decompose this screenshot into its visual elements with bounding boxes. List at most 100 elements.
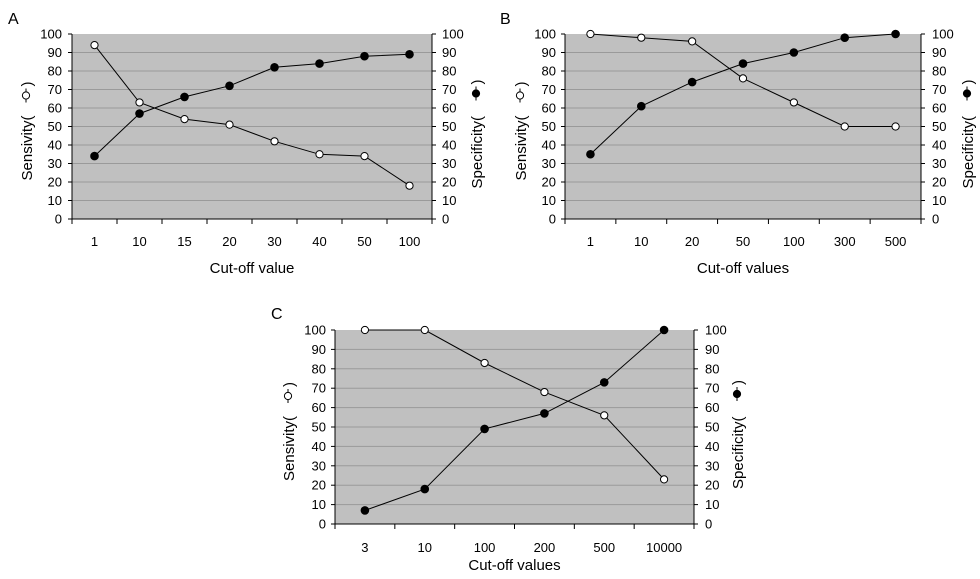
data-point-filled: [180, 92, 189, 102]
data-point-filled: [840, 33, 850, 43]
y-axis-label-right-group: Specificity(): [469, 80, 486, 189]
y-tick-label-right: 50: [442, 119, 456, 134]
y-tick-label-right: 0: [442, 212, 449, 227]
x-tick-label: 500: [593, 540, 615, 555]
y-axis-label-right: Specificity(: [469, 116, 486, 189]
y-tick-label-left: 30: [312, 458, 326, 473]
y-tick-label-right: 50: [932, 119, 946, 134]
y-axis-label-left: Sensivity(: [513, 115, 530, 180]
x-tick-label: 3: [361, 540, 368, 555]
legend-close-paren: ): [281, 382, 298, 387]
y-tick-label-right: 100: [705, 323, 727, 338]
y-tick-label-right: 0: [705, 517, 712, 532]
y-axis-label-right: Specificity(: [960, 116, 977, 189]
y-tick-label-left: 50: [312, 420, 326, 435]
data-point-open: [420, 325, 429, 335]
data-point-open: [360, 152, 369, 161]
y-tick-label-right: 60: [705, 400, 719, 415]
chart-panel-c: C 0 0 10 10 20 20 30 30 40 40 50 50 60 60 70 70 80 80 90 90 1…: [271, 306, 747, 574]
y-tick-label-left: 40: [542, 138, 556, 153]
x-tick-label: 50: [736, 234, 750, 249]
y-tick-label-left: 80: [542, 64, 556, 79]
y-tick-label-right: 40: [705, 439, 719, 454]
x-tick-label: 200: [534, 540, 556, 555]
y-tick-label-left: 20: [542, 175, 556, 190]
data-point-open: [688, 37, 697, 46]
y-tick-label-right: 60: [932, 101, 946, 116]
y-tick-label-left: 10: [312, 497, 326, 512]
legend-open-marker: [21, 91, 31, 100]
legend-open-marker: [515, 91, 525, 100]
y-tick-label-right: 70: [932, 82, 946, 97]
y-axis-label-left-group: Sensivity(): [281, 382, 298, 481]
data-point-open: [480, 358, 489, 368]
data-point-open: [135, 98, 144, 107]
y-tick-label-right: 40: [932, 138, 946, 153]
data-point-filled: [480, 424, 489, 434]
data-point-open: [637, 33, 646, 42]
y-tick-label-left: 60: [48, 101, 62, 116]
y-tick-label-right: 10: [442, 193, 456, 208]
y-tick-label-right: 70: [442, 82, 456, 97]
y-tick-label-left: 10: [542, 193, 556, 208]
legend-close-paren: ): [960, 80, 977, 85]
data-point-filled: [135, 109, 144, 118]
x-axis-label: Cut-off values: [468, 557, 560, 574]
data-point-filled: [420, 484, 430, 494]
legend-close-paren: ): [469, 80, 486, 85]
y-tick-label-left: 0: [55, 212, 62, 227]
panel-label: B: [500, 11, 511, 28]
y-tick-label-left: 50: [542, 119, 556, 134]
y-tick-label-right: 80: [442, 64, 456, 79]
y-axis-label-left-group: Sensivity(): [19, 82, 36, 181]
x-tick-label: 100: [474, 540, 496, 555]
y-tick-label-left: 20: [48, 175, 62, 190]
y-tick-label-right: 0: [932, 212, 939, 227]
y-tick-label-left: 50: [48, 119, 62, 134]
y-tick-label-left: 40: [48, 138, 62, 153]
y-axis-label-right-group: Specificity(): [730, 380, 747, 489]
x-tick-label: 100: [399, 234, 421, 249]
y-tick-label-left: 90: [312, 342, 326, 357]
y-tick-label-left: 70: [48, 82, 62, 97]
data-point-filled: [90, 151, 99, 161]
y-tick-label-left: 100: [304, 323, 326, 338]
x-tick-label: 1: [587, 234, 594, 249]
data-point-open: [225, 120, 234, 129]
x-tick-label: 30: [267, 234, 281, 249]
y-tick-label-right: 30: [705, 458, 719, 473]
y-tick-label-right: 30: [442, 156, 456, 171]
data-point-filled: [405, 50, 414, 59]
y-tick-label-right: 20: [442, 175, 456, 190]
y-tick-label-right: 100: [932, 27, 954, 42]
data-point-open: [738, 74, 748, 83]
data-point-filled: [789, 48, 799, 57]
x-tick-label: 50: [357, 234, 371, 249]
y-axis-label-left: Sensivity(: [281, 416, 298, 481]
data-point-filled: [636, 101, 646, 111]
data-point-open: [315, 150, 324, 159]
data-point-filled: [360, 506, 370, 515]
data-point-open: [180, 115, 189, 124]
y-tick-label-right: 30: [932, 156, 946, 171]
legend-close-paren: ): [513, 82, 530, 87]
y-axis-label-left: Sensivity(: [19, 115, 36, 180]
y-tick-label-right: 60: [442, 101, 456, 116]
data-point-filled: [659, 325, 669, 335]
legend-filled-marker: [962, 89, 972, 98]
series-line-sensitivity: [94, 44, 410, 187]
y-tick-label-left: 90: [542, 45, 556, 60]
x-tick-label: 300: [834, 234, 856, 249]
x-tick-label: 20: [222, 234, 236, 249]
y-tick-label-left: 40: [312, 439, 326, 454]
data-point-filled: [225, 81, 234, 91]
y-axis-label-right: Specificity(: [730, 416, 747, 489]
y-tick-label-right: 80: [705, 361, 719, 376]
y-tick-label-right: 90: [932, 45, 946, 60]
series-line-specificity: [94, 53, 410, 157]
legend-open-marker: [283, 391, 293, 401]
y-tick-label-left: 60: [312, 400, 326, 415]
data-point-filled: [738, 59, 748, 68]
panel-label: C: [271, 306, 283, 323]
y-tick-label-right: 90: [705, 342, 719, 357]
